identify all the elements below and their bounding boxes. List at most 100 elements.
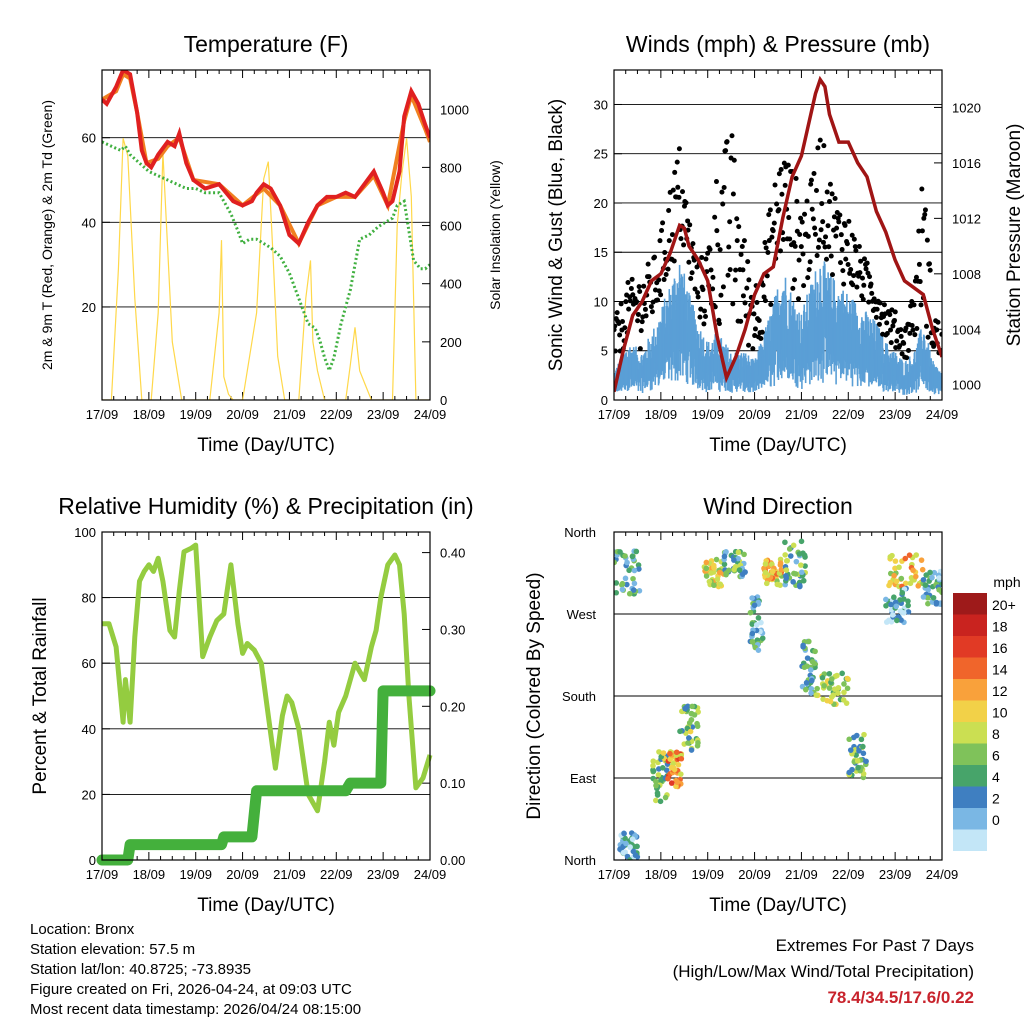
y-axis-label-right-2: Station Pressure (Maroon) (1004, 124, 1024, 347)
gust-point (662, 250, 668, 256)
direction-point (782, 552, 788, 558)
direction-point (786, 546, 793, 552)
direction-point (883, 602, 889, 609)
direction-point (717, 581, 724, 588)
y-tick-label: 80 (82, 591, 96, 606)
gust-point (846, 218, 852, 224)
gust-point (637, 289, 643, 295)
direction-point (632, 852, 639, 859)
gust-point (860, 296, 866, 302)
direction-point (902, 555, 909, 562)
gust-point (808, 177, 814, 183)
gust-point (686, 259, 692, 265)
gust-point (759, 329, 765, 335)
direction-point (777, 560, 784, 566)
gust-point (776, 207, 782, 213)
gust-point (939, 331, 942, 337)
latlon-text: Station lat/lon: 40.8725; -73.8935 (30, 961, 252, 978)
gust-point (828, 253, 834, 259)
gust-point (659, 228, 665, 234)
gust-point (802, 211, 808, 217)
colorbar-label: 8 (992, 726, 1000, 742)
direction-point (703, 565, 710, 572)
extremes-subtitle: (High/Low/Max Wind/Total Precipitation) (672, 962, 974, 981)
gust-point (716, 321, 722, 327)
gust-point (777, 248, 783, 254)
gust-point (685, 218, 691, 224)
x-tick-label: 19/09 (691, 867, 724, 882)
gust-point (738, 251, 744, 257)
direction-point (801, 664, 808, 671)
gust-point (717, 247, 723, 253)
direction-point (936, 586, 942, 593)
gust-point (837, 212, 843, 218)
direction-point (634, 843, 640, 850)
direction-point (626, 590, 633, 597)
gust-point (692, 286, 698, 292)
direction-point (800, 643, 806, 650)
gust-point (614, 323, 618, 329)
extremes-title: Extremes For Past 7 Days (775, 936, 974, 955)
gust-point (754, 299, 760, 305)
y-right-tick-label: 1008 (952, 267, 981, 282)
gust-point (714, 228, 720, 234)
direction-point (899, 590, 906, 596)
gust-point (652, 287, 658, 293)
direction-point (711, 582, 717, 589)
gust-point (923, 323, 929, 329)
direction-point (687, 728, 694, 735)
y-right-tick-label: 0.10 (440, 776, 465, 791)
gust-point (771, 220, 777, 226)
direction-point (913, 552, 920, 558)
direction-point (665, 775, 671, 782)
y-tick-label: North (564, 853, 596, 868)
gust-point (919, 186, 925, 192)
colorbar-swatch (953, 614, 987, 636)
gust-point (697, 314, 703, 320)
gust-point (859, 275, 865, 281)
gust-point (898, 333, 904, 339)
x-tick-label: 20/09 (226, 407, 259, 422)
gust-point (834, 225, 840, 231)
direction-point (800, 577, 807, 584)
colorbar-swatch (953, 808, 987, 830)
gust-point (869, 290, 875, 296)
gust-point (705, 250, 711, 256)
direction-point (622, 835, 628, 842)
colorbar-label: 14 (992, 661, 1008, 677)
gust-point (812, 231, 818, 237)
direction-point (883, 596, 889, 603)
gust-point (812, 225, 818, 231)
direction-point (850, 734, 857, 741)
y-axis-label-2: Sonic Wind & Gust (Blue, Black) (546, 99, 567, 371)
y-tick-label: 5 (601, 344, 608, 359)
gust-point (815, 145, 821, 151)
direction-point (735, 549, 742, 556)
gust-point (916, 228, 922, 234)
direction-point (678, 755, 685, 762)
gust-point (770, 228, 776, 234)
direction-point (933, 599, 940, 606)
gust-point (732, 277, 738, 283)
gust-point (792, 243, 798, 249)
gust-point (639, 319, 645, 325)
direction-point (919, 566, 926, 573)
direction-point (898, 617, 904, 623)
x-tick-label: 18/09 (645, 867, 678, 882)
gust-point (614, 310, 620, 316)
gust-point (842, 222, 848, 228)
colorbar-swatch (953, 593, 987, 615)
direction-point (675, 762, 682, 768)
colorbar-label: 2 (992, 790, 1000, 806)
gust-point (655, 297, 661, 303)
colorbar-swatch (953, 657, 987, 679)
gust-point (861, 282, 867, 288)
gust-point (916, 261, 922, 267)
gust-point (638, 328, 644, 334)
x-tick-label: 18/09 (645, 407, 678, 422)
direction-point (834, 672, 840, 679)
relative-humidity-line (102, 542, 433, 814)
gust-point (734, 216, 740, 222)
gust-point (857, 270, 863, 276)
gust-point (839, 247, 845, 253)
